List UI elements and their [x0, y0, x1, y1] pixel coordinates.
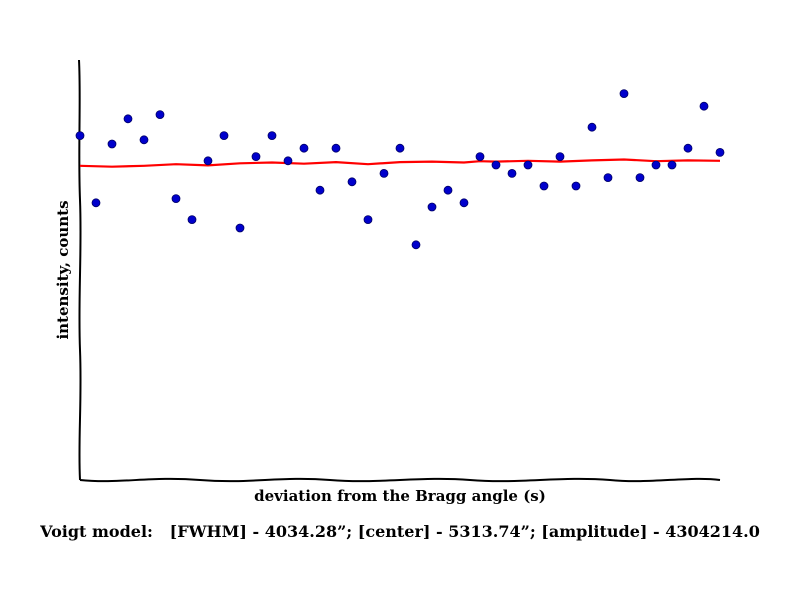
data-point	[203, 156, 213, 166]
data-point	[507, 168, 517, 178]
data-point	[171, 194, 181, 204]
data-point	[155, 110, 165, 119]
data-point	[571, 181, 581, 191]
data-point	[555, 152, 565, 162]
data-point	[635, 173, 645, 183]
model-summary: Voigt model: [FWHM] - 4034.28”; [center]…	[0, 522, 800, 541]
data-point	[491, 160, 501, 170]
data-point	[603, 173, 613, 183]
data-point	[347, 177, 357, 187]
data-point	[683, 143, 693, 153]
model-label: Voigt model:	[40, 522, 153, 541]
data-point	[235, 223, 245, 233]
data-point	[331, 143, 341, 153]
x-axis-line	[79, 477, 721, 483]
data-point	[299, 143, 309, 153]
fit-curve-line	[79, 158, 721, 168]
data-point	[91, 198, 101, 208]
data-point	[715, 147, 725, 157]
data-point	[651, 160, 661, 170]
data-point	[379, 168, 389, 178]
data-point	[475, 152, 485, 162]
data-point	[587, 122, 597, 132]
data-point	[107, 139, 117, 149]
data-point	[699, 101, 709, 111]
data-point	[187, 215, 197, 225]
data-point	[667, 160, 677, 170]
model-params: [FWHM] - 4034.28”; [center] - 5313.74”; …	[169, 522, 760, 541]
data-point	[75, 131, 85, 141]
data-point	[411, 240, 421, 250]
data-point	[363, 215, 373, 225]
data-point	[283, 156, 293, 166]
y-axis-label: intensity, counts	[54, 200, 72, 339]
data-point	[315, 185, 325, 195]
data-point	[251, 152, 261, 162]
y-axis-line	[78, 59, 82, 481]
data-point	[395, 143, 405, 153]
data-point	[539, 181, 549, 191]
data-point	[427, 202, 437, 212]
data-point	[619, 89, 629, 98]
data-point	[443, 185, 453, 195]
data-point	[459, 198, 469, 208]
data-point	[219, 131, 229, 141]
x-axis-label: deviation from the Bragg angle (s)	[254, 487, 546, 505]
data-point	[267, 131, 277, 141]
data-point	[523, 160, 533, 170]
data-point	[123, 114, 133, 124]
data-points	[75, 89, 725, 250]
data-point	[139, 135, 149, 145]
